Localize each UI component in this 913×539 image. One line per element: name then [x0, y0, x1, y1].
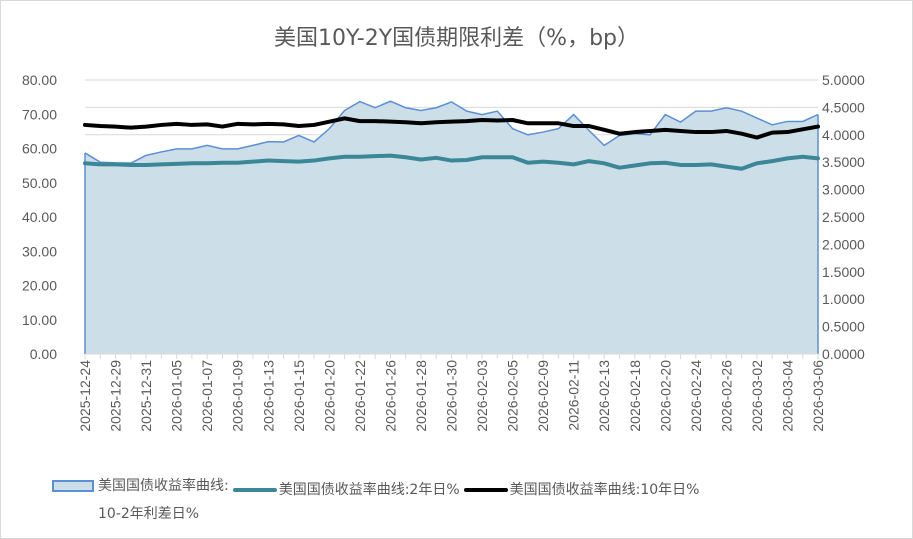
- legend-item-2y: 美国国债收益率曲线:2年日%: [232, 478, 460, 502]
- x-axis-tick-label: 2026-01-20: [321, 360, 337, 432]
- x-axis-tick-label: 2026-02-05: [505, 360, 521, 432]
- x-axis-tick-label: 2026-02-13: [596, 360, 612, 432]
- ten-year-line: [83, 116, 820, 140]
- x-axis-tick-label: 2026-02-24: [688, 360, 704, 432]
- right-axis-tick-label: 5.0000: [822, 72, 865, 88]
- left-axis-tick-label: 60.00: [22, 141, 57, 157]
- right-axis-tick-label: 1.5000: [822, 264, 865, 280]
- left-axis-tick-label: 10.00: [22, 312, 57, 328]
- x-axis-tick-label: 2026-01-30: [444, 360, 460, 432]
- legend: 美国国债收益率曲线: 美国国债收益率曲线:2年日% 美国国债收益率曲线:10年日…: [52, 474, 892, 526]
- x-axis-tick-label: 2026-03-04: [779, 360, 795, 432]
- left-axis-tick-label: 80.00: [22, 72, 57, 88]
- legend-label-2y: 美国国债收益率曲线:2年日%: [278, 482, 460, 498]
- right-axis-tick-label: 2.5000: [822, 209, 865, 225]
- x-axis-tick-label: 2026-01-05: [169, 360, 185, 432]
- x-axis-tick-label: 2026-02-26: [718, 360, 734, 432]
- left-axis-tick-label: 20.00: [22, 278, 57, 294]
- right-axis-tick-label: 2.0000: [822, 236, 865, 252]
- x-axis-tick-label: 2026-01-13: [260, 360, 276, 432]
- two-year-line: [83, 153, 820, 171]
- x-axis-tick-label: 2025-12-24: [77, 360, 93, 432]
- x-axis-tick-label: 2026-02-11: [566, 360, 582, 431]
- legend-swatch-2y: [232, 488, 277, 492]
- left-axis-tick-label: 30.00: [22, 243, 57, 259]
- x-axis-tick-label: 2026-02-09: [535, 360, 551, 432]
- x-axis-tick-label: 2026-01-22: [352, 360, 368, 432]
- left-axis-tick-label: 0.00: [30, 346, 57, 362]
- x-axis-tick-label: 2026-01-28: [413, 360, 429, 432]
- spread-area: [85, 101, 818, 354]
- legend-swatch-10y: [463, 488, 508, 492]
- right-axis-tick-label: 1.0000: [822, 291, 865, 307]
- left-axis-tick-label: 40.00: [22, 209, 57, 225]
- x-axis-tick-label: 2025-12-31: [138, 360, 154, 432]
- legend-swatch-spread: [52, 480, 94, 492]
- left-axis-tick-label: 70.00: [22, 106, 57, 122]
- right-axis-tick-label: 0.5000: [822, 319, 865, 335]
- legend-item-spread: 美国国债收益率曲线:: [52, 474, 229, 498]
- x-axis-tick-label: 2026-01-09: [230, 360, 246, 432]
- x-axis-tick-label: 2026-03-06: [810, 360, 826, 432]
- right-axis-tick-label: 4.0000: [822, 127, 865, 143]
- right-axis-tick-label: 3.5000: [822, 154, 865, 170]
- x-axis-tick-label: 2026-01-07: [199, 360, 215, 432]
- right-axis-tick-label: 3.0000: [822, 182, 865, 198]
- chart-title: 美国10Y-2Y国债期限利差（%，bp）: [273, 26, 640, 51]
- legend-item-10y: 美国国债收益率曲线:10年日%: [463, 478, 700, 502]
- x-axis-tick-label: 2025-12-29: [108, 360, 124, 432]
- left-axis-tick-label: 50.00: [22, 175, 57, 191]
- right-axis-tick-label: 4.5000: [822, 99, 865, 115]
- x-axis-tick-label: 2026-01-15: [291, 360, 307, 432]
- x-axis-tick-label: 2026-03-02: [749, 360, 765, 432]
- x-axis-tick-label: 2026-01-26: [382, 360, 398, 432]
- spread-area-line: [84, 100, 819, 164]
- legend-label-spread-line2: 10-2年利差日%: [98, 506, 200, 522]
- x-axis-tick-label: 2026-02-18: [627, 360, 643, 432]
- legend-label-spread: 美国国债收益率曲线:: [98, 478, 229, 494]
- right-axis-tick-label: 0.0000: [822, 346, 865, 362]
- x-axis-tick-label: 2026-02-20: [657, 360, 673, 432]
- legend-label-10y: 美国国债收益率曲线:10年日%: [509, 482, 700, 498]
- x-axis-tick-label: 2026-02-03: [474, 360, 490, 432]
